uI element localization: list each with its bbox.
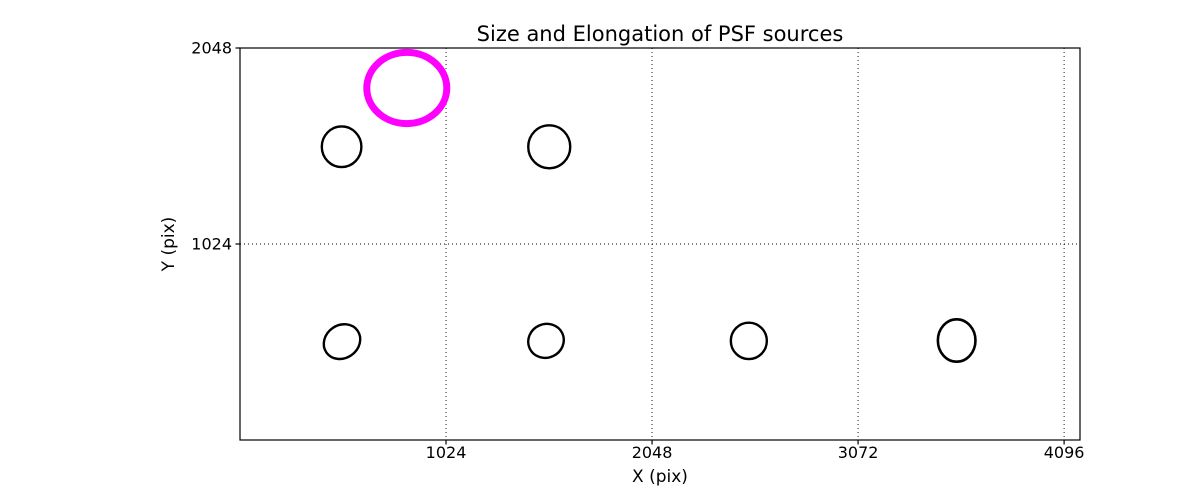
x-tick-label: 3072 <box>838 443 879 462</box>
psf-source <box>527 124 572 170</box>
x-tick-label: 1024 <box>426 443 467 462</box>
psf-source <box>729 321 769 361</box>
y-tick-label: 1024 <box>191 235 232 254</box>
psf-source <box>320 125 363 169</box>
psf-source <box>527 322 566 360</box>
x-tick-label: 2048 <box>632 443 673 462</box>
psf-source <box>322 323 362 361</box>
chart-title: Size and Elongation of PSF sources <box>476 22 844 46</box>
x-tick-label: 4096 <box>1044 443 1085 462</box>
y-axis-label: Y (pix) <box>159 216 179 272</box>
y-tick-label: 2048 <box>191 39 232 58</box>
psf-source-highlighted <box>363 48 451 128</box>
x-axis-label: X (pix) <box>632 467 688 487</box>
psf-source <box>936 317 977 363</box>
